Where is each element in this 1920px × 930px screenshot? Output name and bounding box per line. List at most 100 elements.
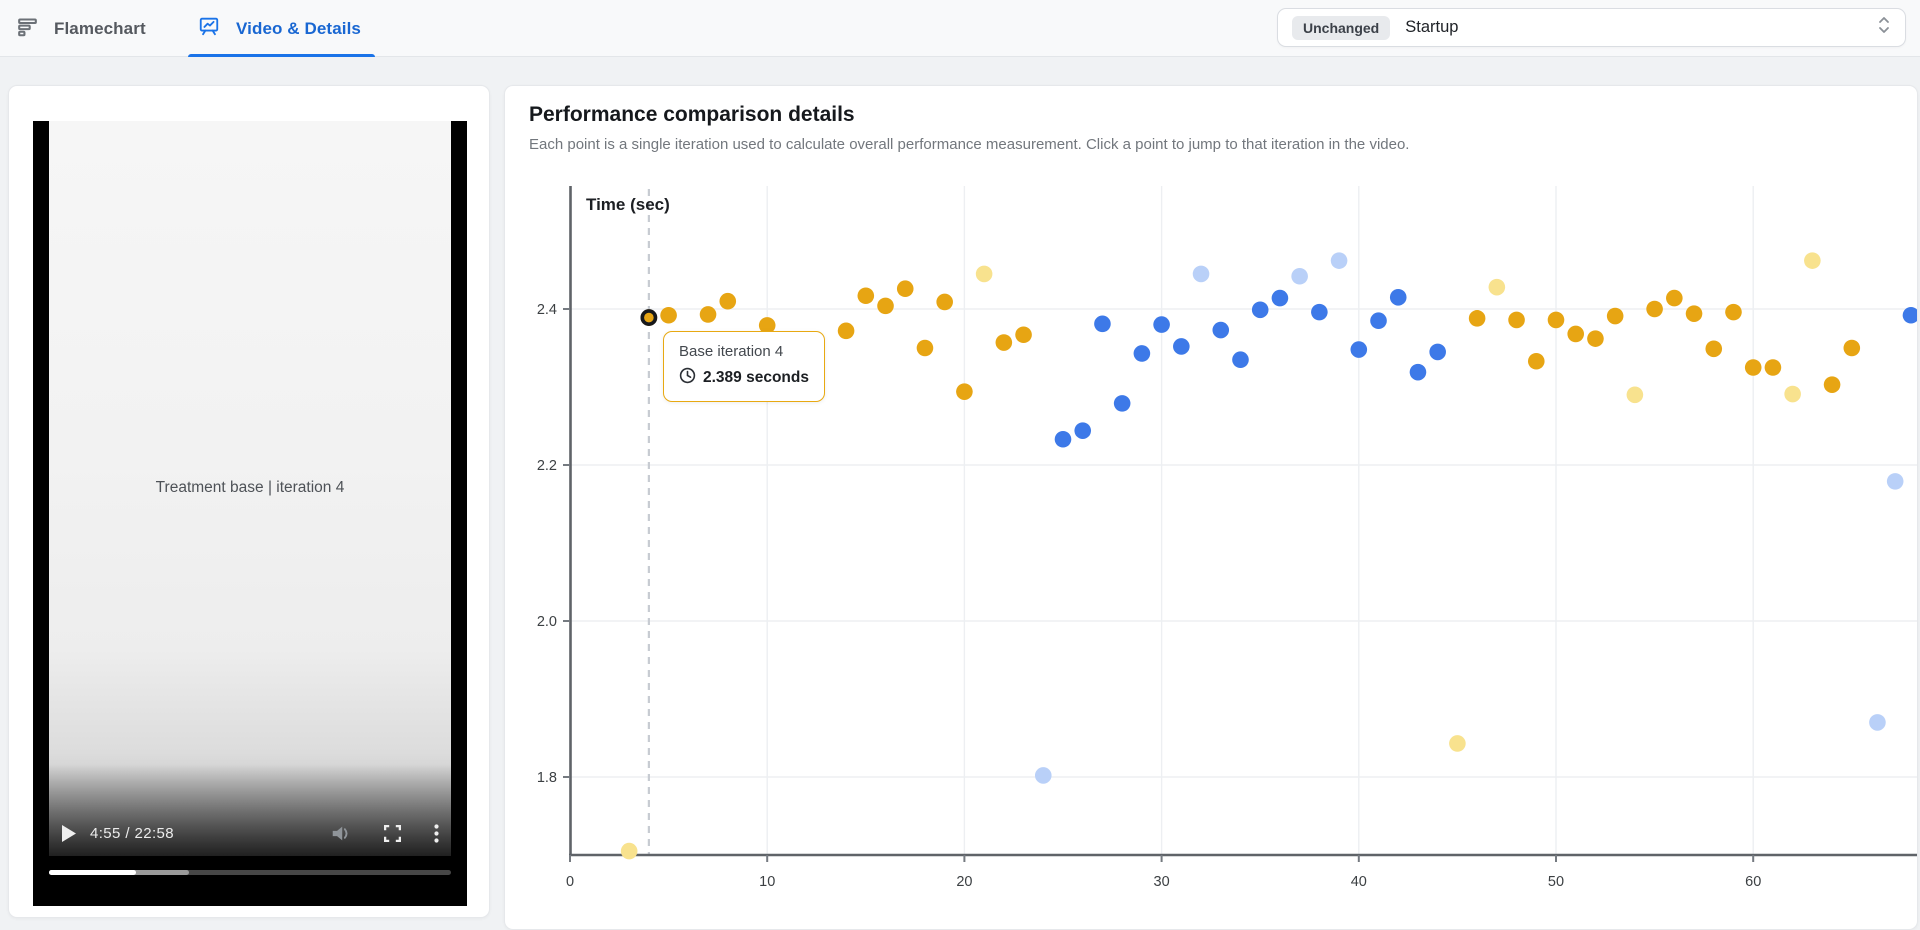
y-axis-title: Time (sec) <box>586 195 670 214</box>
data-point-treatment-faded[interactable] <box>1034 767 1052 784</box>
data-point-base[interactable] <box>1567 325 1585 343</box>
play-button[interactable] <box>61 824 76 842</box>
video-details-icon <box>198 15 220 42</box>
data-point-base[interactable] <box>877 297 894 315</box>
data-point-treatment[interactable] <box>1133 345 1151 362</box>
data-point-treatment[interactable] <box>1409 363 1427 381</box>
data-point-base-faded[interactable] <box>1784 385 1801 403</box>
data-point-base[interactable] <box>916 339 934 357</box>
data-point-base[interactable] <box>1527 352 1545 370</box>
panel-subtitle: Each point is a single iteration used to… <box>529 136 1410 153</box>
data-point-base[interactable] <box>1587 330 1604 347</box>
panel-title: Performance comparison details <box>529 103 855 126</box>
x-axis-tick-label: 10 <box>759 874 775 890</box>
data-point-base[interactable] <box>719 292 737 310</box>
data-point-treatment[interactable] <box>1271 289 1289 307</box>
tab-video-details[interactable]: Video & Details <box>188 0 375 57</box>
data-point-base[interactable] <box>1606 307 1624 325</box>
scatter-chart: 2.4 2.2 2.0 1.8 0 10 20 30 40 50 60 Time (sec) Base… <box>505 86 1918 929</box>
y-axis-tick-label: 2.0 <box>537 614 557 630</box>
data-point-base-faded[interactable] <box>1804 252 1821 269</box>
data-point-base[interactable] <box>1666 289 1683 307</box>
data-point-base-faded[interactable] <box>1449 735 1466 752</box>
fullscreen-button[interactable] <box>384 824 401 842</box>
video-progress-bar[interactable] <box>49 870 451 875</box>
video-card: Treatment base | iteration 4 4:55 / 22:5… <box>8 85 490 918</box>
x-axis-tick-label: 50 <box>1548 874 1564 890</box>
metric-select-value: Startup <box>1405 18 1459 36</box>
point-tooltip: Base iteration 4 2.389 seconds <box>663 331 825 402</box>
data-point-base[interactable] <box>758 317 776 334</box>
data-point-treatment[interactable] <box>1389 289 1407 306</box>
video-controls: 4:55 / 22:58 <box>49 810 451 856</box>
data-point-base[interactable] <box>1705 340 1723 358</box>
chevron-up-down-icon <box>1877 14 1891 41</box>
data-point-treatment[interactable] <box>1173 338 1190 355</box>
scatter-chart-svg: 2.4 2.2 2.0 1.8 0 10 20 30 40 50 60 Time (sec) <box>537 186 1918 890</box>
data-point-treatment[interactable] <box>1113 395 1131 412</box>
flamechart-icon <box>17 16 38 42</box>
data-point-treatment-faded[interactable] <box>1291 267 1308 285</box>
data-point-base[interactable] <box>857 287 875 305</box>
selected-data-point[interactable] <box>640 309 658 326</box>
data-point-treatment-faded[interactable] <box>1886 473 1904 490</box>
performance-details-card: Performance comparison details Each poin… <box>504 85 1918 930</box>
data-point-treatment[interactable] <box>1054 430 1072 448</box>
data-point-base-faded[interactable] <box>975 265 993 283</box>
data-point-base[interactable] <box>1725 303 1742 321</box>
data-point-base[interactable] <box>1843 339 1861 357</box>
data-point-base-faded[interactable] <box>620 842 638 860</box>
data-point-treatment[interactable] <box>1074 422 1092 439</box>
data-point-treatment[interactable] <box>1232 351 1249 369</box>
data-point-base-faded[interactable] <box>1626 386 1644 404</box>
x-axis-tick-label: 30 <box>1154 874 1170 890</box>
video-time: 4:55 / 22:58 <box>90 824 175 842</box>
video-player[interactable]: Treatment base | iteration 4 4:55 / 22:5… <box>33 121 467 906</box>
data-point-base[interactable] <box>1547 311 1565 329</box>
data-point-base[interactable] <box>1015 326 1032 344</box>
tooltip-value: 2.389 seconds <box>703 369 809 386</box>
data-point-base[interactable] <box>837 322 855 340</box>
more-options-kebab-icon[interactable] <box>434 823 439 843</box>
tab-flamechart-label: Flamechart <box>54 18 146 38</box>
video-frame: Treatment base | iteration 4 4:55 / 22:5… <box>49 121 451 856</box>
tab-video-details-label: Video & Details <box>236 18 361 38</box>
data-point-base[interactable] <box>1685 305 1703 322</box>
data-point-treatment[interactable] <box>1429 343 1446 361</box>
x-axis-tick-label: 40 <box>1351 874 1367 890</box>
data-point-treatment[interactable] <box>1251 301 1269 319</box>
data-point-treatment[interactable] <box>1212 321 1230 339</box>
data-point-treatment[interactable] <box>1902 306 1918 324</box>
data-point-treatment[interactable] <box>1311 303 1328 321</box>
data-point-base[interactable] <box>1468 310 1486 327</box>
data-point-base[interactable] <box>956 383 973 400</box>
data-point-base[interactable] <box>660 306 677 324</box>
x-axis-tick-label: 0 <box>566 874 574 890</box>
data-point-base[interactable] <box>1764 359 1782 376</box>
data-point-base[interactable] <box>1646 300 1663 318</box>
data-point-base[interactable] <box>1744 359 1762 376</box>
data-point-treatment[interactable] <box>1094 315 1111 333</box>
data-point-base[interactable] <box>1508 311 1525 329</box>
data-point-treatment[interactable] <box>1153 316 1170 333</box>
metric-select[interactable]: Unchanged Startup <box>1277 8 1906 47</box>
data-point-treatment-faded[interactable] <box>1869 714 1886 731</box>
data-point-base[interactable] <box>699 306 717 323</box>
data-point-base[interactable] <box>936 293 953 311</box>
y-axis-tick-label: 2.2 <box>537 458 557 474</box>
video-caption: Treatment base | iteration 4 <box>155 479 345 496</box>
data-point-base[interactable] <box>1823 376 1841 393</box>
data-point-base[interactable] <box>896 280 914 298</box>
tooltip-title: Base iteration 4 <box>679 343 784 360</box>
data-point-base[interactable] <box>995 334 1013 351</box>
tab-flamechart[interactable]: Flamechart <box>17 0 146 57</box>
data-point-treatment[interactable] <box>1370 312 1387 329</box>
data-point-treatment-faded[interactable] <box>1330 252 1348 269</box>
top-tab-bar: Flamechart Video & Details Unchanged Sta… <box>0 0 1920 57</box>
data-point-treatment[interactable] <box>1350 341 1368 358</box>
volume-icon[interactable] <box>330 824 351 843</box>
data-point-base-faded[interactable] <box>1488 278 1506 296</box>
y-axis-tick-label: 1.8 <box>537 770 557 786</box>
data-point-treatment-faded[interactable] <box>1192 265 1210 283</box>
y-axis-tick-label: 2.4 <box>537 302 557 318</box>
